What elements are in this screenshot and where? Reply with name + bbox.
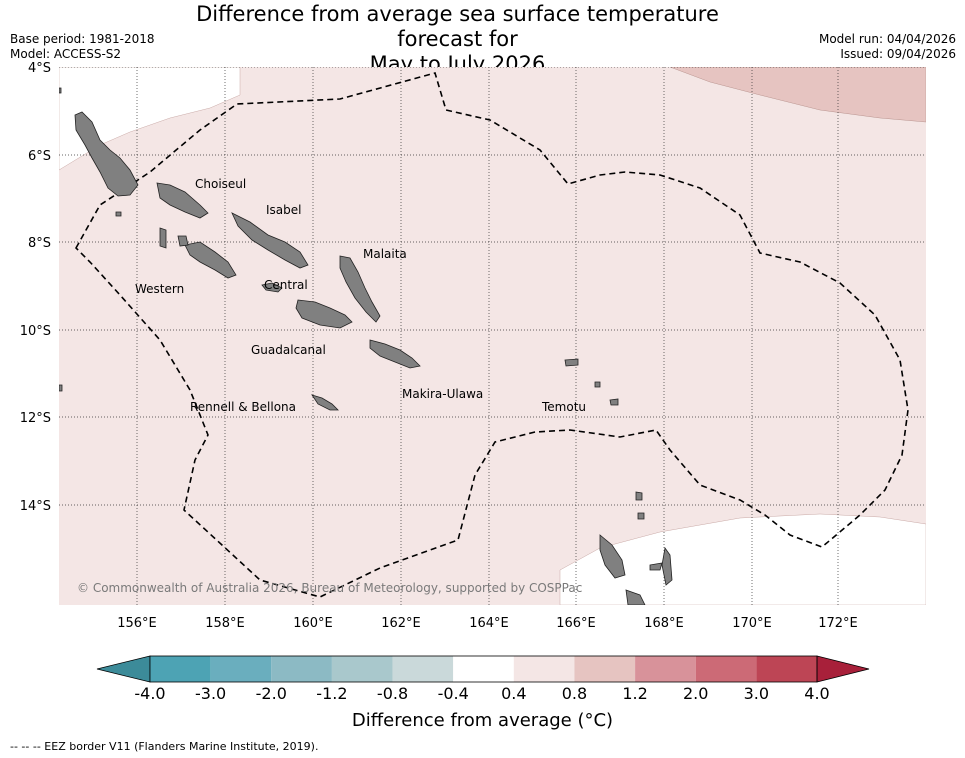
island-left-edge-2 <box>59 384 63 392</box>
lon-labels: 156°E 158°E 160°E 162°E 164°E 166°E 168°… <box>117 616 858 631</box>
island-western-small <box>159 227 167 249</box>
meta-right: Model run: 04/04/2026 Issued: 09/04/2026 <box>819 32 956 62</box>
lat-label: 6°S <box>28 149 51 164</box>
lat-label: 10°S <box>20 324 51 339</box>
colorbar-segment <box>453 656 514 682</box>
neutral-region-northwest <box>59 67 241 171</box>
colorbar-segment <box>210 656 272 682</box>
lat-labels: 4°S 6°S 8°S 10°S 12°S 14°S <box>20 61 51 514</box>
colorbar-tick-label: 0.4 <box>501 684 526 700</box>
colorbar-tick-label: -0.4 <box>438 684 469 700</box>
lon-label: 162°E <box>381 616 421 631</box>
colorbar-tick-label: 4.0 <box>804 684 829 700</box>
issued-date: Issued: 09/04/2026 <box>840 47 956 61</box>
label-western: Western <box>135 282 184 296</box>
island-temotu-3 <box>609 398 619 406</box>
colorbar-segment <box>513 656 575 682</box>
copyright-notice: © Commonwealth of Australia 2026, Bureau… <box>77 581 582 595</box>
graticule <box>59 67 926 605</box>
base-period: Base period: 1981-2018 <box>10 32 155 46</box>
eez-border <box>75 72 909 598</box>
island-vella <box>177 235 189 247</box>
province-labels: Choiseul Isabel Malaita Western Central … <box>135 177 586 414</box>
colorbar-segment <box>695 656 757 682</box>
colorbar-tick-label: -4.0 <box>134 684 165 700</box>
anomaly-field-0-4-0-8 <box>59 67 926 605</box>
island-isabel <box>231 212 309 269</box>
colorbar-outline <box>149 655 818 683</box>
colorbar-segment <box>635 656 696 682</box>
label-makira-ulawa: Makira-Ulawa <box>402 387 483 401</box>
island-vanuatu-3 <box>661 546 673 586</box>
lon-label: 168°E <box>644 616 684 631</box>
colorbar-extend-low <box>96 655 151 683</box>
colorbar-extend-high <box>816 655 870 683</box>
model-name: Model: ACCESS-S2 <box>10 47 122 61</box>
colorbar-tick-label: -1.2 <box>316 684 347 700</box>
lon-label: 166°E <box>556 616 596 631</box>
lon-label: 158°E <box>205 616 245 631</box>
island-choiseul <box>74 111 139 197</box>
colorbar-segment <box>331 656 393 682</box>
forecast-map: Choiseul Isabel Malaita Western Central … <box>20 61 926 700</box>
island-left-edge-1 <box>59 87 62 94</box>
colorbar-label: Difference from average (°C) <box>351 710 614 731</box>
colorbar-segment <box>574 656 636 682</box>
island-guadalcanal <box>295 299 353 329</box>
label-temotu: Temotu <box>541 400 586 414</box>
island-western-tip <box>115 211 122 217</box>
colorbar-segment <box>271 656 332 682</box>
colorbar-tick-label: -0.8 <box>377 684 408 700</box>
colorbar-ticks: -4.0 -3.0 -2.0 -1.2 -0.8 -0.4 0.4 0.8 1.2 2.0 3.0 4… <box>134 684 829 700</box>
lat-label: 14°S <box>20 499 51 514</box>
lon-label: 172°E <box>818 616 858 631</box>
lat-label: 8°S <box>28 236 51 251</box>
island-vanuatu-north <box>599 534 626 579</box>
label-choiseul: Choiseul <box>195 177 246 191</box>
meta-left: Base period: 1981-2018 Model: ACCESS-S2 <box>10 32 155 62</box>
lon-label: 164°E <box>469 616 509 631</box>
lon-label: 156°E <box>117 616 157 631</box>
colorbar-tick-label: -2.0 <box>256 684 287 700</box>
colorbar-tick-label: 0.8 <box>562 684 587 700</box>
island-temotu-1 <box>564 358 579 367</box>
anomaly-field-0-8-1-2 <box>669 67 926 123</box>
colorbar-tick-label: 3.0 <box>744 684 769 700</box>
island-makira <box>369 339 421 369</box>
colorbar-tick-label: -3.0 <box>195 684 226 700</box>
colorbar-segment <box>756 656 817 682</box>
island-vanuatu-4 <box>625 589 646 605</box>
title-line-1: Difference from average sea surface temp… <box>196 2 719 51</box>
label-rennell-bellona: Rennell & Bellona <box>190 400 296 414</box>
land-masses <box>59 87 673 605</box>
island-temotu-2 <box>594 381 601 388</box>
lon-label: 170°E <box>732 616 772 631</box>
lat-label: 12°S <box>20 411 51 426</box>
chart-title: Difference from average sea surface temp… <box>170 2 745 77</box>
island-small-1 <box>635 491 643 501</box>
colorbar-segment <box>150 656 211 682</box>
eez-footnote: -- -- -- EEZ border V11 (Flanders Marine… <box>10 740 319 753</box>
island-vanuatu-2 <box>649 562 663 571</box>
colorbar-segment <box>392 656 454 682</box>
island-central <box>261 282 283 293</box>
colorbar-tick-label: 2.0 <box>683 684 708 700</box>
colorbar-tick-label: 1.2 <box>622 684 647 700</box>
colorbar <box>96 655 870 683</box>
label-malaita: Malaita <box>363 247 407 261</box>
label-isabel: Isabel <box>266 203 301 217</box>
label-central: Central <box>264 278 308 292</box>
island-new-georgia <box>184 241 237 279</box>
island-rennell <box>311 394 339 411</box>
model-run: Model run: 04/04/2026 <box>818 32 956 46</box>
lat-label: 4°S <box>28 61 51 76</box>
island-choiseul-east <box>156 182 209 219</box>
island-small-2 <box>637 512 645 520</box>
label-guadalcanal: Guadalcanal <box>251 343 326 357</box>
island-malaita <box>339 255 381 323</box>
lon-label: 160°E <box>293 616 333 631</box>
